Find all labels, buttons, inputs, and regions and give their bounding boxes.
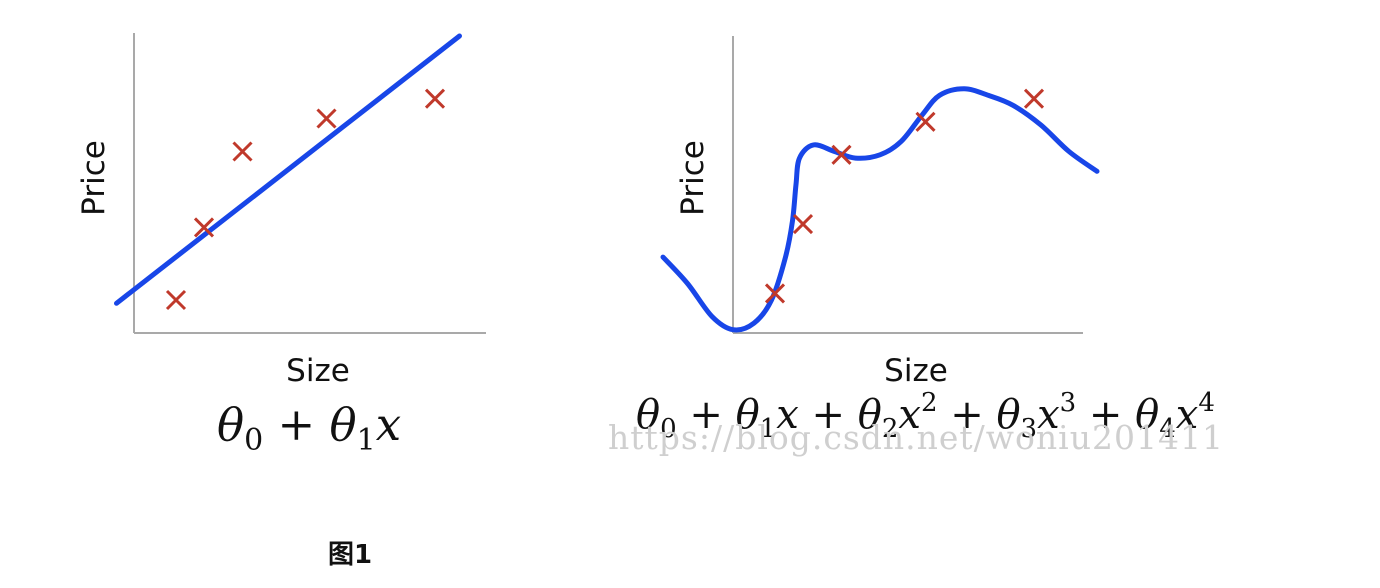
left-data-points [165, 88, 446, 311]
right-fit-curve [660, 86, 1100, 333]
right-data-point-1 [764, 283, 786, 304]
chart-right: Size Price θ0 + θ1x + θ2x2 + θ3x3 + θ4x4 [636, 36, 1215, 444]
left-y-axis-label: Price [76, 140, 112, 216]
watermark-text: https://blog.csdn.net/woniu201411 [608, 418, 1224, 457]
right-data-point-4 [915, 111, 936, 132]
left-formula: θ0 + θ1x [217, 398, 401, 458]
left-data-point-5 [424, 88, 446, 109]
right-data-point-5 [1023, 88, 1045, 109]
right-y-axis-label: Price [675, 140, 711, 216]
right-x-axis-label: Size [884, 353, 948, 389]
chart-left: Size Price θ0 + θ1x [76, 33, 486, 458]
right-data-points [764, 88, 1045, 304]
left-x-axis-label: Size [286, 353, 350, 389]
left-data-point-2 [193, 217, 215, 238]
left-data-point-1 [165, 289, 187, 311]
right-data-point-3 [831, 144, 852, 165]
right-data-point-2 [792, 214, 814, 235]
figure-caption: 图1 [328, 540, 373, 570]
left-data-point-3 [232, 141, 253, 162]
left-data-point-4 [316, 108, 337, 129]
left-fit-line [114, 33, 462, 306]
